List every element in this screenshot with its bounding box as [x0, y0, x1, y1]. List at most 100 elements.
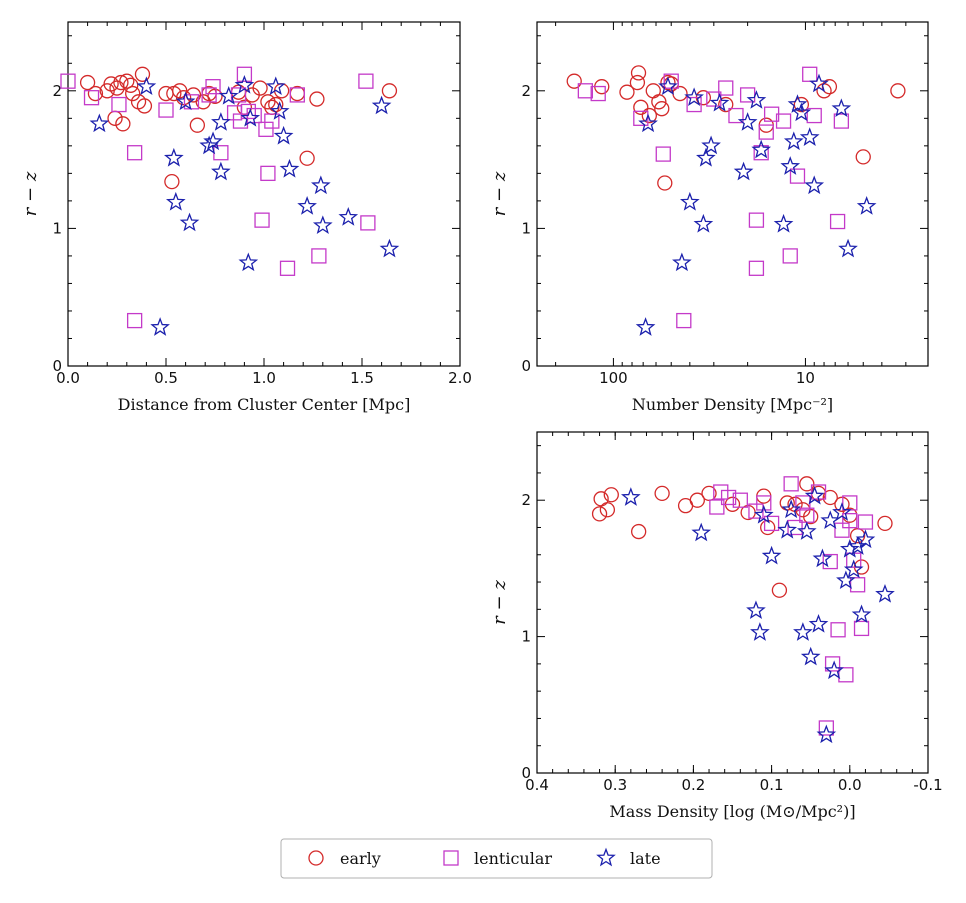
- axis-ticks: [536, 432, 929, 774]
- late-point: [638, 113, 658, 133]
- late-point: [234, 74, 255, 94]
- lenticular-point: [158, 102, 174, 118]
- y-axis-label: r − z: [489, 580, 510, 625]
- x-tick-label: 0.5: [154, 369, 178, 387]
- early-point: [113, 74, 129, 91]
- lenticular-point: [111, 96, 127, 113]
- legend-late-label: late: [630, 849, 661, 868]
- late-point: [791, 102, 812, 122]
- late-point: [240, 107, 261, 127]
- late-point: [211, 161, 231, 181]
- y-axis-label: r − z: [489, 171, 510, 216]
- early-series: [566, 65, 906, 191]
- early-point: [793, 96, 810, 113]
- early-point: [87, 85, 104, 102]
- lenticular-point: [834, 522, 850, 538]
- late-point: [635, 317, 656, 336]
- lenticular-point: [83, 90, 100, 106]
- lenticular-point: [824, 656, 841, 672]
- lenticular-point: [829, 213, 846, 230]
- lenticular-point: [758, 124, 774, 140]
- late-point: [796, 521, 817, 540]
- plot-frame: [536, 21, 929, 367]
- x-axis-label: Number Density [Mpc⁻²]: [632, 395, 833, 414]
- y-tick-label: 2: [52, 82, 62, 100]
- early-point: [701, 485, 717, 502]
- late-point: [203, 131, 223, 151]
- lenticular-series: [709, 476, 874, 736]
- late-point: [777, 519, 798, 539]
- early-point: [890, 83, 906, 99]
- late-point: [371, 95, 392, 115]
- late-point: [746, 90, 767, 109]
- lenticular-series: [60, 66, 376, 329]
- lenticular-point: [236, 66, 253, 82]
- early-point: [645, 83, 661, 99]
- x-axis-label: Mass Density [log (M⊙/Mpc²)]: [609, 802, 855, 821]
- late-point: [831, 98, 852, 118]
- lenticular-point: [842, 513, 858, 529]
- panel-distance: 0.0 0.5 1.0 1.5 2.0 0 1 2 Distance from Cluster …: [20, 21, 472, 414]
- lenticular-point: [279, 260, 296, 276]
- late-point: [855, 529, 876, 549]
- y-tick-label: 0: [521, 764, 531, 782]
- early-point: [123, 77, 139, 93]
- late-point: [150, 317, 170, 336]
- lenticular-point: [183, 94, 200, 110]
- legend-early-marker: [308, 850, 324, 866]
- late-point: [269, 101, 290, 120]
- y-tick-label: 0: [521, 357, 531, 375]
- late-point: [851, 604, 872, 624]
- late-point: [136, 76, 157, 96]
- late-series: [621, 485, 895, 744]
- x-tick-label: 1.0: [252, 369, 276, 387]
- lenticular-point: [748, 260, 765, 276]
- late-point: [179, 212, 200, 232]
- late-point: [781, 499, 801, 519]
- lenticular-point: [358, 73, 374, 89]
- late-point: [691, 522, 712, 542]
- late-point: [804, 485, 825, 505]
- lenticular-point: [126, 312, 143, 329]
- late-point: [696, 147, 716, 167]
- lenticular-point: [775, 113, 792, 129]
- y-axis-label: r − z: [20, 171, 41, 216]
- early-point: [760, 519, 776, 536]
- early-point: [822, 489, 838, 506]
- late-point: [218, 85, 239, 105]
- early-point: [630, 65, 647, 81]
- late-point: [737, 112, 758, 131]
- early-point: [689, 492, 705, 508]
- early-point: [619, 84, 635, 100]
- y-tick-label: 1: [521, 219, 531, 237]
- lenticular-point: [802, 66, 818, 82]
- early-point: [651, 94, 667, 110]
- lenticular-point: [782, 248, 798, 264]
- early-point: [299, 150, 315, 166]
- late-point: [175, 91, 196, 111]
- early-point: [877, 515, 893, 532]
- early-point: [799, 476, 815, 492]
- late-point: [875, 583, 895, 603]
- lenticular-point: [753, 145, 769, 161]
- early-point: [125, 85, 141, 102]
- x-tick-label: 0.2: [681, 776, 705, 794]
- early-point: [633, 99, 649, 115]
- lenticular-point: [254, 212, 270, 228]
- late-point: [311, 175, 331, 195]
- early-point: [566, 73, 582, 89]
- y-tick-label: 2: [521, 82, 531, 100]
- late-point: [799, 127, 820, 146]
- late-point: [800, 646, 821, 666]
- early-point: [803, 508, 819, 525]
- y-tick-label: 0: [52, 357, 62, 375]
- lenticular-point: [857, 514, 874, 530]
- late-point: [824, 660, 844, 680]
- lenticular-point: [289, 87, 305, 103]
- early-point: [107, 110, 123, 126]
- lenticular-point: [783, 476, 799, 492]
- early-point: [599, 502, 616, 518]
- y-tick-label: 1: [52, 219, 62, 237]
- axis-ticks: [537, 22, 928, 367]
